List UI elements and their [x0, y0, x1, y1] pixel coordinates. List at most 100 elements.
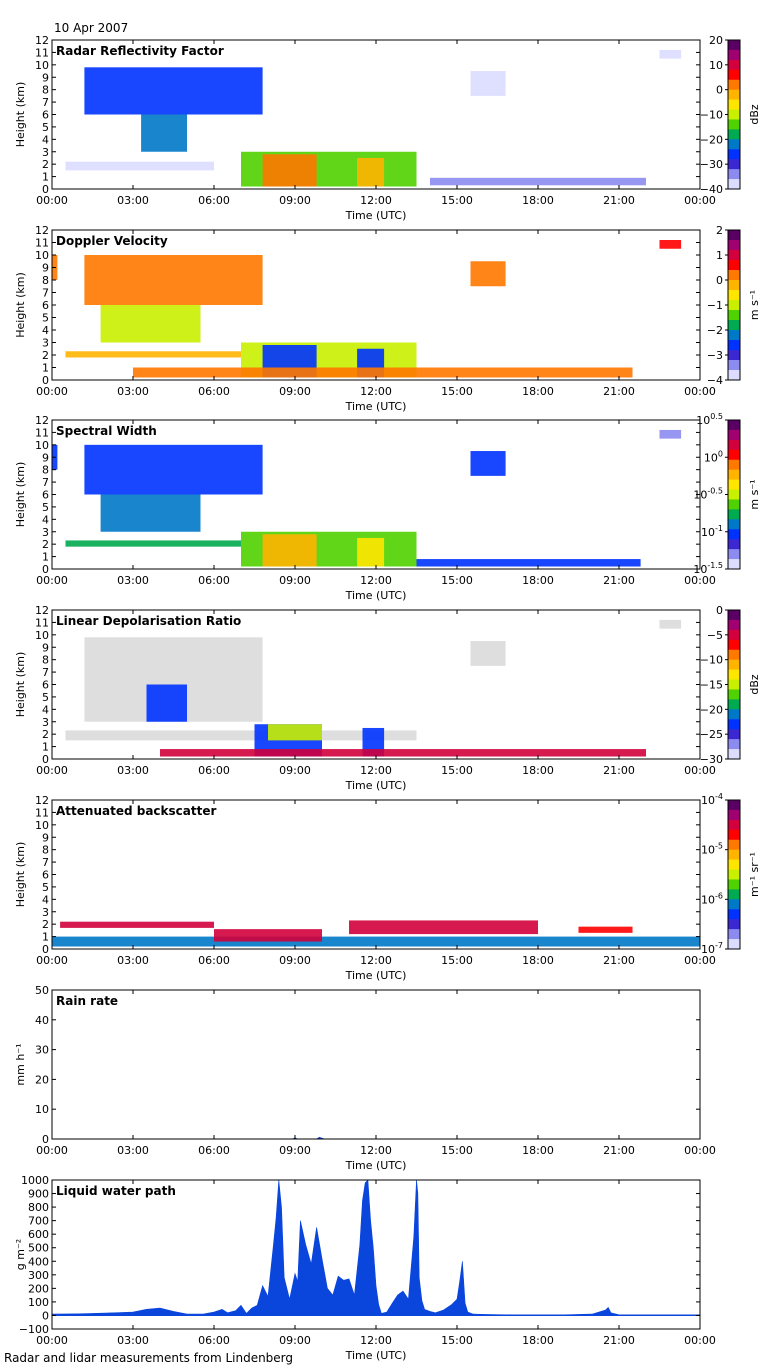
x-tick-label: 09:00: [279, 954, 311, 967]
y-tick-label: 9: [42, 71, 49, 84]
colorbar-tick-label: −5: [707, 629, 723, 642]
colorbar-swatch: [728, 499, 740, 510]
colorbar-tick-label: −4: [707, 374, 723, 387]
y-tick-label: 300: [28, 1269, 49, 1282]
y-tick-label: 7: [42, 287, 49, 300]
x-tick-label: 00:00: [684, 574, 716, 587]
y-tick-label: 2: [42, 349, 49, 362]
y-tick-label: 30: [35, 1044, 49, 1057]
colorbar-swatch: [728, 939, 740, 950]
colorbar-tick-label: 20: [709, 34, 723, 47]
x-tick-label: 12:00: [360, 1144, 392, 1157]
colorbar-tick-label: −15: [700, 679, 723, 692]
y-tick-label: 400: [28, 1255, 49, 1268]
data-region: [470, 261, 506, 287]
y-tick-label: 7: [42, 856, 49, 869]
data-region: [659, 429, 682, 439]
colorbar-tick-label: −40: [700, 183, 723, 196]
y-tick-label: 11: [35, 426, 49, 439]
y-tick-label: 4: [42, 133, 49, 146]
x-tick-label: 00:00: [36, 1144, 68, 1157]
y-tick-label: 3: [42, 526, 49, 539]
data-region: [60, 921, 214, 928]
x-tick-label: 12:00: [360, 385, 392, 398]
data-region: [262, 534, 317, 567]
footer-caption: Radar and lidar measurements from Linden…: [4, 1351, 294, 1365]
x-tick-label: 12:00: [360, 194, 392, 207]
colorbar-swatch: [728, 739, 740, 750]
colorbar-swatch: [728, 639, 740, 651]
colorbar-swatch: [728, 240, 740, 251]
x-tick-label: 03:00: [117, 385, 149, 398]
y-tick-label: 10: [35, 819, 49, 832]
colorbar-swatch: [728, 749, 740, 760]
colorbar-swatch: [728, 459, 740, 471]
y-axis-label: Height (km): [14, 652, 27, 718]
x-tick-label: 09:00: [279, 1144, 311, 1157]
colorbar-tick-label: −3: [707, 349, 723, 362]
y-axis-label: g m⁻²: [14, 1239, 27, 1270]
colorbar-tick-label: −20: [700, 133, 723, 146]
x-axis-label: Time (UTC): [345, 1349, 407, 1362]
y-tick-label: 8: [42, 844, 49, 857]
x-tick-label: 09:00: [279, 194, 311, 207]
data-region: [52, 936, 700, 947]
colorbar-tick-label: 10-7: [701, 941, 723, 956]
x-tick-label: 06:00: [198, 194, 230, 207]
colorbar-unit: m s⁻¹: [748, 290, 761, 320]
colorbar-tick-label: −10: [700, 654, 723, 667]
x-tick-label: 03:00: [117, 574, 149, 587]
x-tick-label: 06:00: [198, 1144, 230, 1157]
colorbar-swatch: [728, 109, 740, 120]
y-tick-label: 800: [28, 1201, 49, 1214]
colorbar: 2 1 0 −1 −2 −3 −4 m s⁻¹: [707, 224, 761, 387]
data-region: [430, 177, 646, 186]
y-tick-label: 8: [42, 464, 49, 477]
y-tick-label: 0: [42, 1309, 49, 1322]
colorbar-tick-label: −30: [700, 158, 723, 171]
date-label: 10 Apr 2007: [54, 21, 129, 35]
x-tick-label: 21:00: [603, 574, 635, 587]
y-tick-label: 0: [42, 183, 49, 196]
colorbar-tick-label: 1: [716, 249, 723, 262]
x-tick-label: 06:00: [198, 574, 230, 587]
colorbar-swatch: [728, 879, 740, 890]
colorbar-tick-label: −25: [700, 728, 723, 741]
x-tick-label: 09:00: [279, 574, 311, 587]
panel-6: 0 10 20 30 40 50 00:00 03:00 06:00 09:00 12:00 15:0…: [14, 984, 716, 1172]
x-tick-label: 18:00: [522, 764, 554, 777]
x-tick-label: 00:00: [684, 1334, 716, 1347]
colorbar-swatch: [728, 159, 740, 170]
y-axis-label: Height (km): [14, 82, 27, 148]
y-tick-label: 1: [42, 171, 49, 184]
x-tick-label: 15:00: [441, 1144, 473, 1157]
y-tick-label: 700: [28, 1215, 49, 1228]
x-tick-label: 18:00: [522, 1144, 554, 1157]
data-region: [262, 154, 317, 187]
data-region: [659, 49, 682, 59]
colorbar-swatch: [728, 529, 740, 540]
colorbar-swatch: [728, 169, 740, 180]
data-region: [100, 494, 201, 532]
colorbar-swatch: [728, 689, 740, 700]
colorbar-swatch: [728, 489, 740, 500]
x-tick-label: 03:00: [117, 764, 149, 777]
colorbar-swatch: [728, 509, 740, 520]
y-tick-label: 12: [35, 604, 49, 617]
y-tick-label: 900: [28, 1188, 49, 1201]
x-axis-label: Time (UTC): [345, 400, 407, 413]
data-region: [357, 537, 385, 567]
y-tick-label: 0: [42, 943, 49, 956]
y-tick-label: 8: [42, 274, 49, 287]
y-tick-label: 200: [28, 1282, 49, 1295]
x-tick-label: 15:00: [441, 954, 473, 967]
y-tick-label: 12: [35, 224, 49, 237]
colorbar-swatch: [728, 819, 740, 831]
data-region: [214, 929, 322, 942]
y-tick-label: 9: [42, 831, 49, 844]
colorbar-swatch: [728, 610, 740, 621]
colorbar-unit: m s⁻¹: [748, 479, 761, 509]
colorbar-swatch: [728, 360, 740, 371]
x-tick-label: 18:00: [522, 1334, 554, 1347]
